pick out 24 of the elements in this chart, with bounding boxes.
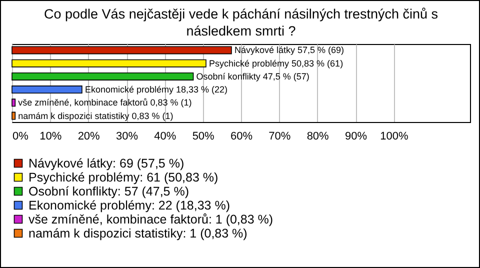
x-tick-label: 90% [344,130,368,142]
x-tick-label: 30% [116,130,138,142]
data-label: namám k dispozici statistiky 0,83 % (1) [18,110,174,121]
chart-title: Co podle Vás nejčastěji vede k páchání násilných trestných činů s následkem smrti ? [44,6,438,38]
x-tick-label: 10% [40,130,62,142]
data-label: Psychické problémy 50,83 % (61) [209,58,344,68]
data-label: Návykové látky 57,5 % (69) [234,45,344,56]
data-label: Osobní konflikty 47,5 % (57) [196,71,310,82]
x-tick-label: 100% [380,130,408,142]
data-label: vše zmíněné, kombinace faktorů 0,83 % (1) [18,98,192,108]
x-tick-label: 70% [268,130,291,142]
legend-label: Ekonomické problémy: 22 (18,33 %) [28,198,230,212]
legend-label: vše zmíněné, kombinace faktorů: 1 (0,83 %) [28,212,274,226]
x-tick-label: 0% [12,130,29,142]
legend-label: Psychické problémy: 61 (50,83 %) [28,170,218,184]
x-tick-label: 60% [230,130,253,142]
legend-label: Osobní konflikty: 57 (47,5 %) [28,184,189,198]
legend-label: namám k dispozici statistiky: 1 (0,83 %) [28,226,248,240]
x-tick-label: 40% [154,130,176,142]
legend-label: Návykové látky: 69 (57,5 %) [28,156,184,170]
data-label: Ekonomické problémy 18,33 % (22) [84,84,228,95]
x-tick-label: 50% [192,130,215,142]
x-tick-label: 80% [306,130,330,142]
x-tick-label: 20% [78,130,100,142]
